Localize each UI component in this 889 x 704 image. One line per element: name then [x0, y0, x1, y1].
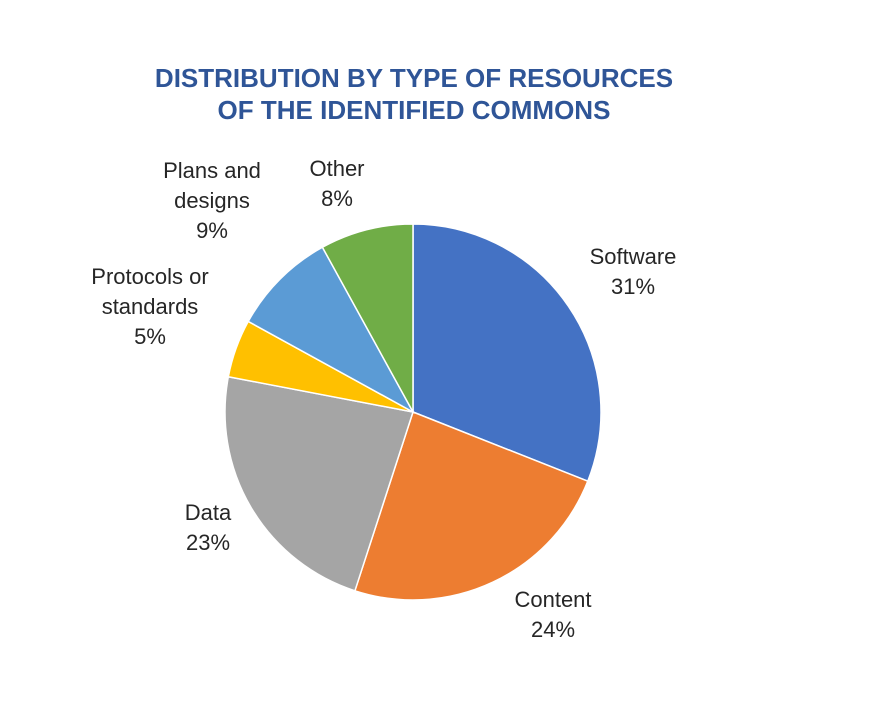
- pie-slice-content: [353, 411, 589, 601]
- slice-name-plans-and-designs: designs: [174, 188, 250, 213]
- slice-label-other: Other 8%: [309, 156, 364, 211]
- slice-percent-data: 23%: [186, 530, 230, 555]
- chart-title: DISTRIBUTION BY TYPE OF RESOURCES OF THE…: [0, 62, 828, 126]
- pie-slice-software: [412, 223, 602, 483]
- slice-name-protocols-or-standards: Protocols or: [91, 264, 208, 289]
- pie-slice-data: [224, 375, 414, 592]
- chart-title-line-2: OF THE IDENTIFIED COMMONS: [217, 95, 611, 125]
- slice-label-content: Content 24%: [514, 587, 591, 642]
- slice-label-data: Data 23%: [185, 500, 232, 555]
- slice-label-plans-and-designs: Plans and designs 9%: [163, 158, 261, 243]
- slice-percent-other: 8%: [321, 186, 353, 211]
- slice-percent-protocols-or-standards: 5%: [134, 324, 166, 349]
- slice-name-data: Data: [185, 500, 232, 525]
- slice-name-plans-and-designs: Plans and: [163, 158, 261, 183]
- pie-labels: Software 31% Content 24% Data 23% Protocols or…: [91, 156, 676, 642]
- slice-label-software: Software 31%: [590, 244, 677, 299]
- slice-percent-plans-and-designs: 9%: [196, 218, 228, 243]
- pie-slice-plans-and-designs: [247, 246, 415, 414]
- pie-slice-other: [321, 223, 414, 413]
- pie-slices: [224, 223, 602, 601]
- chart-title-line-1: DISTRIBUTION BY TYPE OF RESOURCES: [154, 63, 674, 93]
- slice-name-protocols-or-standards: standards: [102, 294, 199, 319]
- slice-name-other: Other: [309, 156, 364, 181]
- slice-name-software: Software: [590, 244, 677, 269]
- slice-percent-content: 24%: [531, 617, 575, 642]
- slice-name-content: Content: [514, 587, 591, 612]
- slice-label-protocols-or-standards: Protocols or standards 5%: [91, 264, 208, 349]
- slice-percent-software: 31%: [611, 274, 655, 299]
